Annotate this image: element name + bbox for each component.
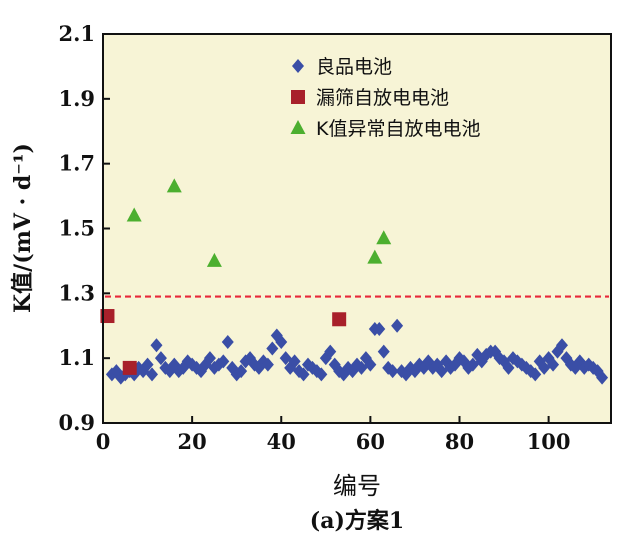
data-point-diamond (373, 321, 386, 336)
data-point-diamond (538, 360, 551, 375)
x-tick-label: 100 (527, 429, 571, 454)
y-tick-label: 0.9 (58, 410, 95, 435)
data-point-diamond (502, 360, 515, 375)
data-point-diamond (288, 354, 301, 369)
data-point-diamond (386, 364, 399, 379)
data-marks (100, 178, 609, 385)
legend-marker-diamond (292, 59, 304, 73)
data-point-diamond (217, 354, 230, 369)
data-point-diamond (150, 338, 163, 353)
y-tick-label: 1.3 (58, 280, 95, 305)
data-point-diamond (315, 367, 328, 382)
data-point-diamond (244, 351, 257, 366)
x-tick-label: 20 (178, 429, 207, 454)
data-point-diamond (364, 357, 377, 372)
data-point-triangle (166, 178, 182, 193)
data-point-diamond (435, 364, 448, 379)
y-tick-label: 1.7 (58, 151, 95, 176)
legend-label: 良品电池 (316, 56, 392, 78)
data-point-triangle (206, 252, 222, 267)
y-tick-label: 1.9 (58, 86, 95, 111)
data-point-diamond (235, 364, 248, 379)
y-tick-label: 1.1 (58, 345, 95, 370)
x-tick-label: 60 (356, 429, 385, 454)
data-point-diamond (221, 334, 234, 349)
y-axis: 0.9 1.1 1.3 1.5 1.7 1.9 2.1 (58, 21, 110, 435)
data-point-diamond (596, 370, 609, 385)
data-point-diamond (391, 318, 404, 333)
data-point-diamond (466, 357, 479, 372)
data-point-diamond (154, 351, 167, 366)
data-point-square (122, 360, 137, 375)
y-axis-label: K值/(mV · d⁻¹) (10, 143, 36, 313)
x-tick-label: 80 (445, 429, 474, 454)
legend-label: 漏筛自放电电池 (316, 87, 449, 109)
legend-label: K值异常自放电电池 (316, 118, 480, 140)
data-point-diamond (266, 341, 279, 356)
x-axis: 0 20 40 60 80 100 (96, 416, 571, 454)
data-point-diamond (261, 357, 274, 372)
data-point-diamond (203, 351, 216, 366)
legend-marker-square (291, 90, 305, 104)
data-point-diamond (279, 351, 292, 366)
x-axis-label: 编号 (333, 472, 381, 500)
data-point-triangle (126, 207, 142, 222)
data-point-diamond (555, 338, 568, 353)
data-point-diamond (529, 367, 542, 382)
data-point-diamond (146, 367, 159, 382)
data-point-triangle (376, 230, 392, 245)
data-point-diamond (377, 344, 390, 359)
data-point-diamond (547, 357, 560, 372)
x-tick-label: 40 (267, 429, 296, 454)
y-tick-label: 2.1 (58, 21, 95, 46)
y-tick-label: 1.5 (58, 216, 95, 241)
data-point-diamond (297, 367, 310, 382)
data-point-triangle (367, 249, 383, 264)
data-point-diamond (141, 357, 154, 372)
legend-marker-triangle (290, 120, 306, 134)
x-tick-label: 0 (96, 429, 111, 454)
data-point-square (332, 312, 347, 327)
data-point-diamond (275, 334, 288, 349)
figure-caption: (a)方案1 (310, 508, 404, 534)
data-point-diamond (355, 360, 368, 375)
data-point-diamond (324, 344, 337, 359)
